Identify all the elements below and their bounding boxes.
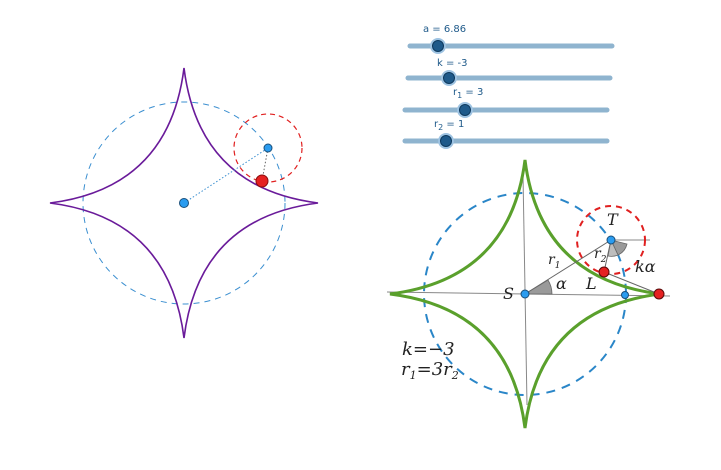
- segment-L-tracer: [603, 271, 660, 295]
- label-k-alpha: kα: [635, 257, 656, 276]
- left-base-circle: [82, 101, 286, 305]
- left-astroid-curve: [49, 67, 319, 339]
- left-rolling-circle: [233, 113, 303, 183]
- label-S: S: [503, 284, 514, 303]
- slider-k-knob[interactable]: [443, 72, 455, 84]
- angle-alpha-wedge: [523, 279, 553, 295]
- slider-a-label: a = 6.86: [423, 24, 466, 35]
- label-L: L: [585, 274, 597, 293]
- point-tracer[interactable]: [653, 288, 665, 300]
- right-astroid-curve: [389, 159, 661, 429]
- label-r1: r1: [548, 252, 560, 271]
- slider-r2-knob[interactable]: [440, 135, 452, 147]
- right-rolling-circle: [576, 205, 646, 275]
- legend-k-value: k=−3: [402, 339, 455, 360]
- point-L[interactable]: [598, 266, 610, 278]
- left-figure: [49, 67, 319, 339]
- slider-k-label: k = -3: [437, 58, 468, 69]
- point-axis-intersection[interactable]: [621, 291, 629, 299]
- slider-r1[interactable]: r1 = 3: [402, 87, 610, 118]
- slider-r1-knob[interactable]: [459, 104, 471, 116]
- label-T: T: [607, 210, 619, 229]
- point-T[interactable]: [606, 235, 616, 245]
- left-rolling-center-point[interactable]: [263, 143, 273, 153]
- label-alpha: α: [556, 274, 567, 293]
- label-r2: r2: [594, 246, 607, 265]
- left-tracer-point[interactable]: [255, 174, 269, 188]
- legend-radius-ratio: r1=3r2: [401, 359, 459, 382]
- slider-a-knob[interactable]: [432, 40, 444, 52]
- slider-r2[interactable]: r2 = 1: [402, 119, 610, 149]
- right-figure: S T L α kα r1 r2 k=−3 r1=3r2: [386, 159, 671, 429]
- left-radius-segment: [183, 147, 269, 204]
- slider-r2-label: r2 = 1: [434, 119, 464, 132]
- point-S[interactable]: [520, 289, 530, 299]
- slider-k[interactable]: k = -3: [405, 58, 613, 86]
- left-center-point[interactable]: [179, 198, 189, 208]
- slider-a[interactable]: a = 6.86: [407, 24, 615, 54]
- slider-r1-label: r1 = 3: [453, 87, 483, 100]
